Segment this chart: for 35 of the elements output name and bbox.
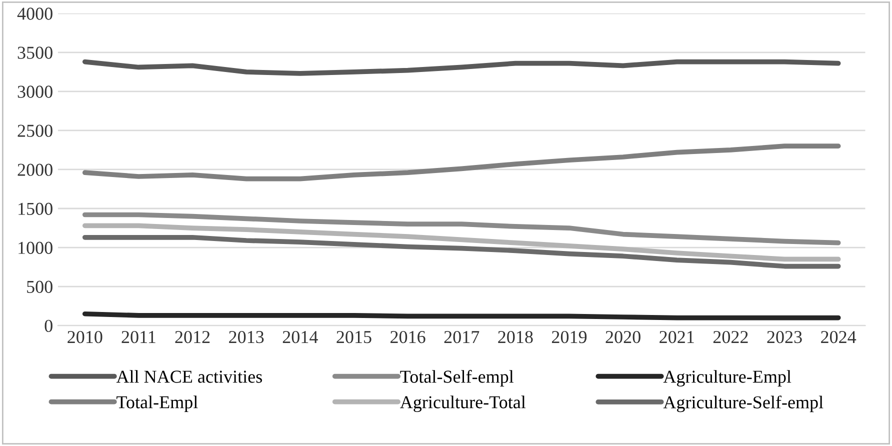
legend-label: Agriculture-Total [400,396,526,412]
line-series [82,59,841,76]
x-tick-label: 2020 [606,330,640,344]
x-tick-label: 2023 [767,330,802,344]
legend-label: All NACE activities [116,370,262,383]
x-tick-label: 2016 [390,330,426,344]
x-tick-label: 2022 [713,330,748,344]
x-tick-label: 2013 [229,330,264,344]
x-tick-label: 2019 [552,330,587,344]
legend-label: Total-Empl [116,396,198,412]
y-tick-label: 1500 [18,202,52,215]
legend-label: Total-Self-empl [400,370,514,386]
y-tick-label: 3500 [18,46,52,59]
line-series [82,223,841,262]
y-tick-label: 0 [44,320,52,332]
y-tick-label: 500 [27,280,52,293]
line-series [82,234,841,269]
y-tick-label: 3000 [18,86,52,98]
x-tick-label: 2011 [122,330,156,344]
line-series [82,212,841,246]
x-tick-label: 2015 [336,330,372,344]
x-tick-label: 2010 [68,330,102,344]
y-tick-label: 2500 [18,124,52,137]
legend-label: Agriculture-Empl [663,370,792,387]
line-series [82,144,841,182]
x-tick-label: 2018 [498,330,533,344]
y-tick-label: 2000 [18,164,52,176]
x-tick-label: 2012 [175,330,210,344]
y-tick-label: 1000 [18,242,52,254]
legend-label: Agriculture-Self-empl [663,396,824,412]
x-tick-label: 2021 [660,330,694,344]
x-tick-label: 2024 [821,330,856,344]
x-tick-label: 2017 [444,330,480,344]
x-tick-label: 2014 [282,330,318,344]
y-tick-label: 4000 [17,8,52,20]
